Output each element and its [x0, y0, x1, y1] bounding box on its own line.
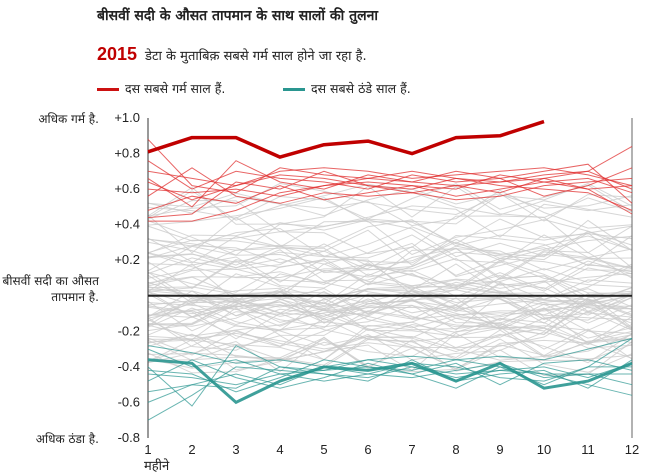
background-year-line	[147, 248, 633, 286]
label-colder: अधिक ठंडा है.	[35, 432, 99, 446]
legend-swatch-warm	[97, 88, 119, 91]
year-2015-line	[147, 119, 545, 159]
warm-year-line	[147, 174, 633, 197]
x-tick-label: 2	[188, 442, 195, 457]
x-tick-label: 12	[625, 442, 639, 457]
background-year-line	[147, 183, 633, 221]
x-tick-label: 6	[364, 442, 371, 457]
background-year-line	[147, 317, 633, 347]
x-tick-label: 11	[581, 442, 595, 457]
background-year-line	[147, 219, 633, 256]
label-warmer: अधिक गर्म है.	[38, 112, 99, 126]
label-baseline-line2: तापमान है.	[51, 290, 99, 304]
legend-item-cool: दस सबसे ठंडे साल हैं.	[283, 80, 411, 97]
warm-year-line	[147, 170, 633, 201]
background-year-line	[147, 294, 633, 329]
chart-subtitle: 2015 डेटा के मुताबिक़ सबसे गर्म साल होने …	[97, 44, 367, 65]
warm-year-line	[147, 167, 633, 204]
y-tick-label: -0.4	[118, 359, 140, 374]
chart-title: बीसवीं सदी के औसत तापमान के साथ सालों की…	[97, 8, 378, 24]
background-year-line	[147, 238, 633, 274]
x-tick-label: 10	[537, 442, 551, 457]
background-year-line	[147, 182, 633, 217]
y-tick-label: -0.6	[118, 394, 140, 409]
warm-year-line	[147, 170, 633, 219]
x-tick-label: 5	[320, 442, 327, 457]
x-tick-label: 3	[232, 442, 239, 457]
background-year-line	[147, 262, 633, 294]
cool-year-line	[147, 358, 633, 405]
cool-year-line	[147, 359, 633, 393]
background-year-line	[147, 235, 633, 264]
background-year-line	[147, 334, 633, 369]
y-tick-label: +1.0	[114, 110, 140, 125]
background-year-line	[147, 246, 632, 279]
label-baseline-line1: बीसवीं सदी का औसत	[2, 274, 99, 288]
background-year-line	[147, 286, 633, 313]
background-year-line	[147, 305, 633, 344]
x-tick-label: 9	[496, 442, 503, 457]
highlight-year: 2015	[97, 44, 138, 64]
background-year-line	[147, 273, 633, 312]
background-year-line	[147, 274, 633, 308]
background-year-line	[147, 183, 633, 220]
background-year-line	[147, 283, 633, 319]
y-tick-label: -0.8	[118, 430, 140, 445]
x-tick-label: 4	[276, 442, 283, 457]
subtitle-text: डेटा के मुताबिक़ सबसे गर्म साल होने जा र…	[145, 49, 367, 64]
background-year-line	[147, 218, 633, 256]
background-year-line	[147, 234, 633, 272]
background-year-line	[147, 307, 633, 344]
background-year-line	[147, 258, 633, 296]
cool-year-line	[147, 366, 632, 389]
x-tick-label: 7	[408, 442, 415, 457]
background-year-line	[147, 260, 633, 292]
y-tick-label: -0.2	[118, 323, 140, 338]
cool-year-line	[147, 362, 632, 403]
background-year-line	[147, 322, 633, 361]
background-year-line	[147, 189, 633, 229]
legend-label-cool: दस सबसे ठंडे साल हैं.	[311, 81, 411, 96]
background-year-line	[147, 282, 633, 321]
background-year-line	[147, 199, 633, 238]
background-year-line	[147, 263, 633, 302]
background-year-line	[147, 185, 633, 225]
warm-year-line	[147, 160, 633, 208]
cool-year-line	[147, 337, 633, 368]
background-year-line	[147, 215, 633, 255]
background-year-line	[147, 323, 633, 361]
y-tick-label: +0.8	[114, 146, 140, 161]
legend-item-warm: दस सबसे गर्म साल हैं.	[97, 80, 225, 97]
background-year-line	[147, 304, 633, 331]
warm-year-line	[147, 167, 633, 187]
legend-swatch-cool	[283, 88, 305, 91]
x-axis-label: महीने	[144, 458, 170, 474]
warm-year-line	[148, 177, 633, 222]
legend-label-warm: दस सबसे गर्म साल हैं.	[125, 81, 226, 96]
cool-year-line	[147, 359, 633, 389]
warm-year-line	[147, 160, 633, 197]
x-tick-label: 8	[452, 442, 459, 457]
background-year-line	[147, 299, 633, 337]
background-year-line	[147, 307, 633, 345]
x-tick-label: 1	[144, 442, 151, 457]
y-tick-label: +0.4	[114, 217, 140, 232]
y-tick-label: +0.2	[114, 252, 140, 267]
background-year-line	[147, 229, 633, 267]
cool-year-line	[147, 366, 633, 421]
background-year-line	[147, 336, 633, 373]
background-year-line	[147, 226, 633, 258]
y-tick-label: +0.6	[114, 181, 140, 196]
